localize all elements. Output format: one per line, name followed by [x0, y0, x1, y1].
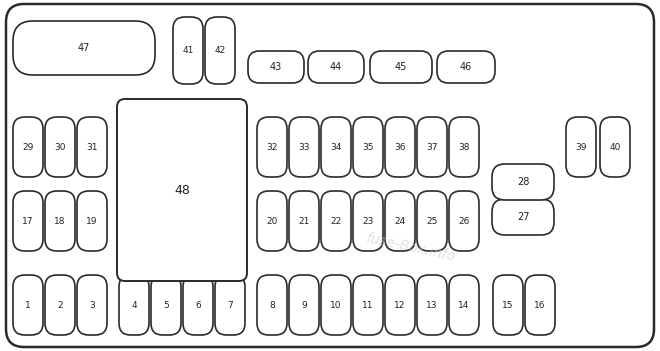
FancyBboxPatch shape: [289, 191, 319, 251]
FancyBboxPatch shape: [183, 275, 213, 335]
FancyBboxPatch shape: [417, 275, 447, 335]
FancyBboxPatch shape: [151, 275, 181, 335]
FancyBboxPatch shape: [566, 117, 596, 177]
Text: 39: 39: [576, 143, 587, 152]
FancyBboxPatch shape: [257, 191, 287, 251]
FancyBboxPatch shape: [525, 275, 555, 335]
Text: 7: 7: [227, 300, 233, 310]
Text: 22: 22: [331, 217, 342, 225]
Text: 44: 44: [330, 62, 342, 72]
Text: 45: 45: [395, 62, 407, 72]
FancyBboxPatch shape: [13, 21, 155, 75]
FancyBboxPatch shape: [45, 117, 75, 177]
Text: 33: 33: [298, 143, 310, 152]
Text: 6: 6: [195, 300, 201, 310]
Text: 30: 30: [54, 143, 66, 152]
Text: 47: 47: [78, 43, 90, 53]
Text: 12: 12: [394, 300, 406, 310]
Text: 48: 48: [174, 184, 190, 197]
FancyBboxPatch shape: [289, 117, 319, 177]
Text: 24: 24: [395, 217, 406, 225]
Text: 29: 29: [22, 143, 34, 152]
FancyBboxPatch shape: [13, 191, 43, 251]
Text: 28: 28: [517, 177, 529, 187]
Text: 8: 8: [269, 300, 275, 310]
FancyBboxPatch shape: [437, 51, 495, 83]
Text: 10: 10: [330, 300, 342, 310]
FancyBboxPatch shape: [493, 275, 523, 335]
Text: 13: 13: [426, 300, 438, 310]
Text: 43: 43: [270, 62, 282, 72]
FancyBboxPatch shape: [353, 275, 383, 335]
Text: 2: 2: [57, 300, 63, 310]
Text: 21: 21: [298, 217, 310, 225]
Text: 46: 46: [460, 62, 472, 72]
FancyBboxPatch shape: [6, 4, 654, 347]
Text: 15: 15: [502, 300, 513, 310]
FancyBboxPatch shape: [45, 191, 75, 251]
Text: 31: 31: [86, 143, 98, 152]
Text: 9: 9: [301, 300, 307, 310]
FancyBboxPatch shape: [77, 191, 107, 251]
FancyBboxPatch shape: [417, 191, 447, 251]
FancyBboxPatch shape: [205, 17, 235, 84]
Text: 34: 34: [330, 143, 342, 152]
FancyBboxPatch shape: [353, 191, 383, 251]
FancyBboxPatch shape: [321, 191, 351, 251]
FancyBboxPatch shape: [45, 275, 75, 335]
FancyBboxPatch shape: [321, 275, 351, 335]
Text: 25: 25: [426, 217, 438, 225]
Text: 42: 42: [214, 46, 226, 55]
FancyBboxPatch shape: [449, 275, 479, 335]
FancyBboxPatch shape: [119, 275, 149, 335]
Text: 40: 40: [609, 143, 620, 152]
Text: 1: 1: [25, 300, 31, 310]
FancyBboxPatch shape: [492, 164, 554, 200]
Text: 16: 16: [534, 300, 546, 310]
Text: 11: 11: [362, 300, 374, 310]
Text: fuse-Box.info: fuse-Box.info: [364, 232, 456, 264]
FancyBboxPatch shape: [77, 117, 107, 177]
Text: 23: 23: [362, 217, 374, 225]
Text: 26: 26: [458, 217, 470, 225]
FancyBboxPatch shape: [257, 117, 287, 177]
Text: 38: 38: [458, 143, 470, 152]
Text: 5: 5: [163, 300, 169, 310]
FancyBboxPatch shape: [385, 117, 415, 177]
Text: 20: 20: [267, 217, 278, 225]
Text: 27: 27: [517, 212, 529, 222]
Text: 14: 14: [458, 300, 470, 310]
Text: 36: 36: [394, 143, 406, 152]
Text: 41: 41: [182, 46, 193, 55]
Text: 3: 3: [89, 300, 95, 310]
Text: 32: 32: [267, 143, 278, 152]
Text: 4: 4: [131, 300, 137, 310]
FancyBboxPatch shape: [321, 117, 351, 177]
Text: 37: 37: [426, 143, 438, 152]
FancyBboxPatch shape: [248, 51, 304, 83]
FancyBboxPatch shape: [13, 117, 43, 177]
FancyBboxPatch shape: [215, 275, 245, 335]
Text: 17: 17: [22, 217, 34, 225]
FancyBboxPatch shape: [289, 275, 319, 335]
FancyBboxPatch shape: [417, 117, 447, 177]
FancyBboxPatch shape: [449, 117, 479, 177]
Text: 18: 18: [54, 217, 66, 225]
Text: 19: 19: [86, 217, 98, 225]
FancyBboxPatch shape: [449, 191, 479, 251]
Text: 35: 35: [362, 143, 374, 152]
FancyBboxPatch shape: [117, 99, 247, 281]
FancyBboxPatch shape: [492, 199, 554, 235]
FancyBboxPatch shape: [385, 275, 415, 335]
FancyBboxPatch shape: [308, 51, 364, 83]
FancyBboxPatch shape: [257, 275, 287, 335]
FancyBboxPatch shape: [13, 275, 43, 335]
FancyBboxPatch shape: [77, 275, 107, 335]
FancyBboxPatch shape: [370, 51, 432, 83]
FancyBboxPatch shape: [385, 191, 415, 251]
FancyBboxPatch shape: [173, 17, 203, 84]
FancyBboxPatch shape: [600, 117, 630, 177]
FancyBboxPatch shape: [353, 117, 383, 177]
